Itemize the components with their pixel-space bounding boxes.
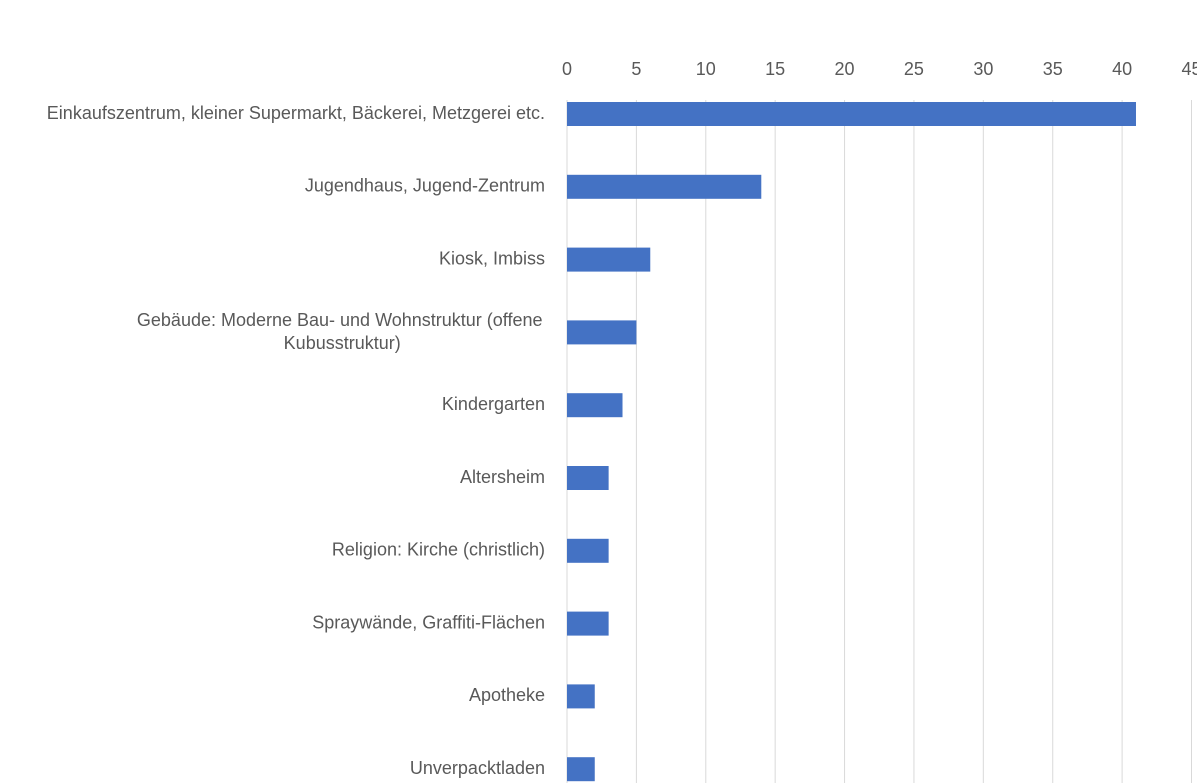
bar xyxy=(567,757,595,782)
bar xyxy=(567,174,762,199)
y-tick-label: Kiosk, Imbiss xyxy=(439,248,545,268)
y-tick-label: Altersheim xyxy=(460,467,545,487)
bar xyxy=(567,611,609,636)
x-tick-label: 40 xyxy=(1112,59,1132,79)
y-tick-label: Religion: Kirche (christlich) xyxy=(332,540,545,560)
bar xyxy=(567,247,651,272)
bar xyxy=(567,393,623,418)
y-tick-label: Apotheke xyxy=(469,685,545,705)
x-tick-label: 35 xyxy=(1043,59,1063,79)
bar xyxy=(567,684,595,709)
x-tick-label: 20 xyxy=(835,59,855,79)
bar xyxy=(567,320,637,345)
bar xyxy=(567,538,609,563)
y-tick-label: Einkaufszentrum, kleiner Supermarkt, Bäc… xyxy=(47,103,545,123)
x-tick-label: 5 xyxy=(631,59,641,79)
x-tick-label: 15 xyxy=(765,59,785,79)
x-tick-label: 25 xyxy=(904,59,924,79)
y-tick-label: Gebäude: Moderne Bau- und Wohnstruktur (… xyxy=(137,310,548,353)
y-tick-label: Jugendhaus, Jugend-Zentrum xyxy=(305,176,545,196)
y-tick-label: Kindergarten xyxy=(442,394,545,414)
x-tick-label: 10 xyxy=(696,59,716,79)
bar xyxy=(567,102,1136,126)
y-tick-label: Unverpacktladen xyxy=(410,758,545,778)
x-tick-label: 30 xyxy=(973,59,993,79)
y-tick-label: Spraywände, Graffiti-Flächen xyxy=(312,612,545,632)
x-tick-label: 0 xyxy=(562,59,572,79)
x-tick-label: 45 xyxy=(1181,59,1197,79)
bar xyxy=(567,466,609,490)
